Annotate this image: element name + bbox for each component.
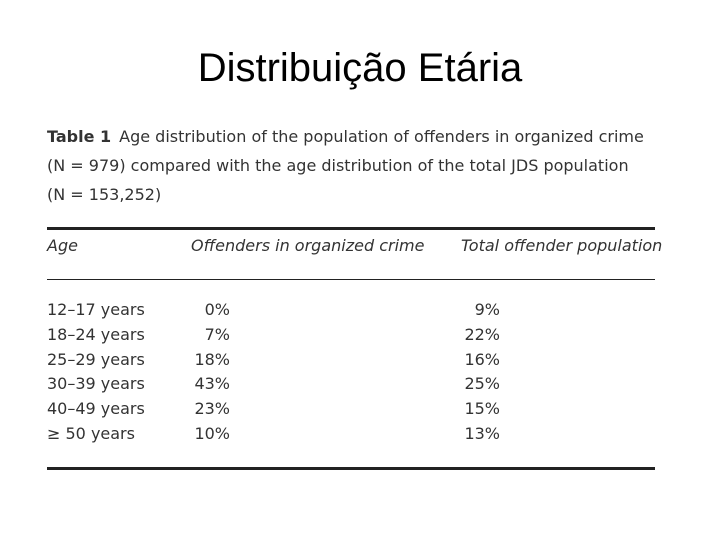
slide-title: Distribuição Etária <box>197 46 523 90</box>
caption-line: Table 1 Age distribution of the populatio… <box>47 122 659 151</box>
column-header-organized-crime: Offenders in organized crime <box>191 236 425 255</box>
organized-crime-cell: 0% <box>204 300 230 319</box>
total-population-cell: 16% <box>464 349 500 369</box>
table-row: ≥ 50 years 10% 13% <box>0 422 720 447</box>
age-cell: ≥ 50 years <box>47 423 135 443</box>
total-population-cell: 9% <box>474 300 500 319</box>
age-cell: 30–39 years <box>47 374 145 394</box>
table-row: 25–29 years 18% 16% <box>0 348 720 373</box>
table-row: 40–49 years 23% 15% <box>0 397 720 422</box>
organized-crime-cell: 18% <box>194 349 230 369</box>
age-cell: 25–29 years <box>47 349 145 369</box>
age-cell: 12–17 years <box>47 300 145 319</box>
caption-line: (N = 153,252) <box>47 185 162 204</box>
total-population-cell: 13% <box>464 423 500 443</box>
table-body: 12–17 years 0% 9% 18–24 years 7% 22% 25–… <box>0 298 720 447</box>
table-bottom-rule <box>47 467 655 470</box>
caption-text: Age distribution of the population of of… <box>119 127 644 146</box>
table-header-rule <box>47 279 655 280</box>
table-caption: Table 1 Age distribution of the populatio… <box>47 122 659 209</box>
column-header-total-population: Total offender population <box>461 236 663 255</box>
total-population-cell: 22% <box>464 324 500 344</box>
organized-crime-cell: 10% <box>194 423 230 443</box>
total-population-cell: 25% <box>464 374 500 394</box>
total-population-cell: 15% <box>464 399 500 419</box>
column-header-age: Age <box>47 236 78 255</box>
organized-crime-cell: 7% <box>204 324 230 344</box>
table-label: Table 1 <box>47 127 112 146</box>
organized-crime-cell: 43% <box>194 374 230 394</box>
table-top-rule <box>47 227 655 230</box>
organized-crime-cell: 23% <box>194 399 230 419</box>
caption-line: (N = 979) compared with the age distribu… <box>47 156 629 175</box>
age-cell: 18–24 years <box>47 324 145 344</box>
table-row: 12–17 years 0% 9% <box>0 298 720 323</box>
table-row: 18–24 years 7% 22% <box>0 323 720 348</box>
table-row: 30–39 years 43% 25% <box>0 372 720 397</box>
age-cell: 40–49 years <box>47 399 145 419</box>
